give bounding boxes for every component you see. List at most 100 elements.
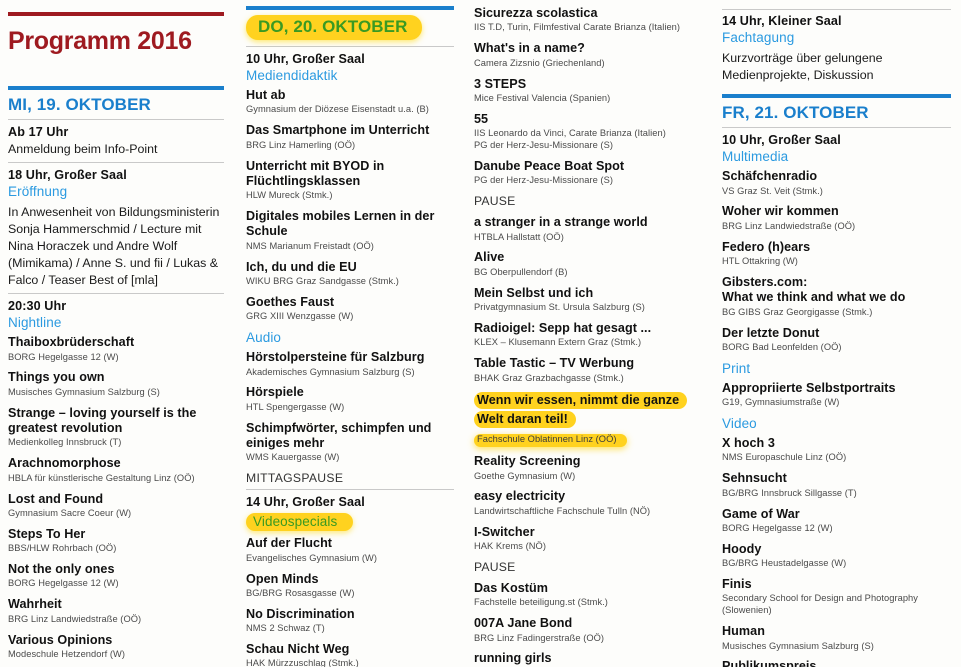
slot-paragraph: Anmeldung beim Info-Point (8, 141, 158, 156)
slot-paragraph: In Anwesenheit von Bildungsministerin So… (8, 204, 220, 288)
entry-title: Das Smartphone im Unterricht (246, 123, 430, 138)
entry-title: easy electricity (474, 489, 566, 504)
pause-note: PAUSE (474, 559, 516, 574)
list-item[interactable]: Thaiboxbrüderschaft BORG Hegelgasse 12 (… (8, 335, 224, 363)
list-item[interactable]: Human Musisches Gymnasium Salzburg (S) (722, 624, 951, 652)
list-item[interactable]: Lost and Found Gymnasium Sacre Coeur (W) (8, 492, 224, 520)
day-rule-thursday (246, 6, 454, 10)
list-item[interactable]: Hörspiele HTL Spengergasse (W) (246, 385, 454, 413)
entry-school: BRG Linz Landwiedstraße (OÖ) (722, 220, 856, 231)
entry-title: Goethes Faust (246, 294, 335, 309)
entry-school: BG GIBS Graz Georgigasse (Stmk.) (722, 306, 873, 317)
list-item[interactable]: Radioigel: Sepp hat gesagt ... KLEX – Kl… (474, 321, 702, 349)
list-item[interactable]: Woher wir kommen BRG Linz Landwiedstraße… (722, 204, 951, 232)
entry-school: BBS/HLW Rohrbach (OÖ) (8, 543, 117, 554)
list-item[interactable]: Mein Selbst und ich Privatgymnasium St. … (474, 286, 702, 314)
entry-title: X hoch 3 (722, 436, 775, 451)
list-item[interactable]: Sicurezza scolastica IIS T.D, Turin, Fil… (474, 6, 702, 34)
list-item[interactable]: Reality Screening Goethe Gymnasium (W) (474, 454, 702, 482)
entry-school: HLW Mureck (Stmk.) (246, 190, 333, 201)
list-item[interactable]: Danube Peace Boat Spot PG der Herz-Jesu-… (474, 159, 702, 187)
list-item[interactable]: 55 IIS Leonardo da Vinci, Carate Brianza… (474, 112, 702, 152)
entry-school: BHAK Graz Grazbachgasse (Stmk.) (474, 372, 624, 383)
entry-title: Auf der Flucht (246, 536, 333, 551)
entry-title: Der letzte Donut (722, 325, 820, 340)
entry-title: Gibsters.com: What we think and what we … (722, 274, 906, 305)
list-item[interactable]: Arachnomorphose HBLA für künstlerische G… (8, 456, 224, 484)
entry-title: Schimpfwörter, schimpfen und einiges meh… (246, 420, 432, 451)
list-item[interactable]: easy electricity Landwirtschaftliche Fac… (474, 489, 702, 517)
list-item[interactable]: Auf der Flucht Evangelisches Gymnasium (… (246, 536, 454, 564)
entry-title: Human (722, 624, 765, 639)
list-item[interactable]: Things you own Musisches Gymnasium Salzb… (8, 370, 224, 398)
list-item[interactable]: Alive BG Oberpullendorf (B) (474, 250, 702, 278)
entry-school: BORG Bad Leonfelden (OÖ) (722, 341, 842, 352)
list-item[interactable]: Sehnsucht BG/BRG Innsbruck Sillgasse (T) (722, 471, 951, 499)
list-item[interactable]: 007A Jane Bond BRG Linz Fadingerstraße (… (474, 616, 702, 644)
entry-school: BG/BRG Innsbruck Sillgasse (T) (722, 487, 857, 498)
entry-school: Modeschule Hetzendorf (W) (8, 648, 125, 659)
list-item-highlighted[interactable]: Wenn wir essen, nimmt die ganze Welt dar… (474, 391, 702, 448)
list-item[interactable]: Game of War BORG Hegelgasse 12 (W) (722, 507, 951, 535)
list-item[interactable]: 3 STEPS Mice Festival Valencia (Spanien) (474, 77, 702, 105)
divider (722, 127, 951, 129)
list-item[interactable]: Steps To Her BBS/HLW Rohrbach (OÖ) (8, 527, 224, 555)
list-item[interactable]: Unterricht mit BYOD in Flüchtlingsklasse… (246, 159, 454, 203)
entry-school: HTL Ottakring (W) (722, 256, 798, 267)
list-item[interactable]: Goethes Faust GRG XIII Wenzgasse (W) (246, 295, 454, 323)
entry-title: Reality Screening (474, 454, 581, 469)
list-item[interactable]: Das Kostüm Fachstelle beteiligung.st (St… (474, 581, 702, 609)
list-item[interactable]: Various Opinions Modeschule Hetzendorf (… (8, 633, 224, 661)
list-item[interactable]: Appropriierte Selbstportraits G19, Gymna… (722, 381, 951, 409)
entry-school: HAK Krems (NÖ) (474, 541, 546, 552)
entry-school: BRG Linz Landwiedstraße (OÖ) (8, 613, 142, 624)
entry-title: Digitales mobiles Lernen in der Schule (246, 209, 435, 239)
entry-title: Steps To Her (8, 526, 86, 541)
list-item[interactable]: Schau Nicht Weg HAK Mürzzuschlag (Stmk.) (246, 642, 454, 667)
list-item[interactable]: Hoody BG/BRG Heustadelgasse (W) (722, 542, 951, 570)
list-item[interactable]: Der letzte Donut BORG Bad Leonfelden (OÖ… (722, 326, 951, 354)
list-item[interactable]: What's in a name? Camera Zizsnio (Griech… (474, 41, 702, 69)
entry-title: Game of War (722, 506, 800, 521)
list-item[interactable]: Wahrheit BRG Linz Landwiedstraße (OÖ) (8, 597, 224, 625)
slot-time: 14 Uhr, Großer Saal (246, 495, 365, 510)
entry-school: Akademisches Gymnasium Salzburg (S) (246, 366, 415, 377)
list-item[interactable]: Hut ab Gymnasium der Diözese Eisenstadt … (246, 88, 454, 116)
entry-school: Camera Zizsnio (Griechenland) (474, 57, 605, 68)
list-item[interactable]: Ich, du und die EU WIKU BRG Graz Sandgas… (246, 260, 454, 288)
list-item[interactable]: Finis Secondary School for Design and Ph… (722, 577, 951, 617)
category-label: Eröffnung (8, 183, 68, 199)
entry-title: a stranger in a strange world (474, 215, 648, 230)
list-item[interactable]: X hoch 3 NMS Europaschule Linz (OÖ) (722, 436, 951, 464)
list-item[interactable]: No Discrimination NMS 2 Schwaz (T) (246, 607, 454, 635)
list-item[interactable]: running girls WMS Loquaiplatz (W) (474, 651, 702, 667)
list-item[interactable]: Strange – loving yourself is the greates… (8, 406, 224, 450)
entry-title: Strange – loving yourself is the greates… (8, 405, 197, 436)
list-item[interactable]: a stranger in a strange world HTBLA Hall… (474, 215, 702, 243)
list-item[interactable]: I-Switcher HAK Krems (NÖ) (474, 525, 702, 553)
list-item[interactable]: Schimpfwörter, schimpfen und einiges meh… (246, 421, 454, 465)
entry-title: Open Minds (246, 571, 319, 586)
list-item[interactable]: Table Tastic – TV Werbung BHAK Graz Graz… (474, 356, 702, 384)
list-item[interactable]: Publikumspreis wird aus den „Videospecia… (722, 659, 951, 667)
list-item[interactable]: Not the only ones BORG Hegelgasse 12 (W) (8, 562, 224, 590)
entry-title: Not the only ones (8, 562, 115, 577)
category-label: Fachtagung (722, 30, 795, 45)
brand-rule (8, 12, 224, 16)
list-item[interactable]: Open Minds BG/BRG Rosasgasse (W) (246, 572, 454, 600)
list-item[interactable]: Gibsters.com: What we think and what we … (722, 275, 951, 319)
entry-school: NMS 2 Schwaz (T) (246, 623, 325, 634)
day-heading-thursday: DO, 20. OKTOBER (246, 15, 422, 40)
entry-title: running girls (474, 651, 552, 666)
list-item[interactable]: Hörstolpersteine für Salzburg Akademisch… (246, 350, 454, 378)
list-item[interactable]: Das Smartphone im Unterricht BRG Linz Ha… (246, 123, 454, 151)
list-item[interactable]: Federo (h)ears HTL Ottakring (W) (722, 240, 951, 268)
entry-title: Various Opinions (8, 632, 113, 647)
entry-title: Hut ab (246, 88, 286, 102)
list-item[interactable]: Digitales mobiles Lernen in der Schule N… (246, 209, 454, 253)
page-title: Programm 2016 (8, 27, 192, 55)
column-wednesday: Programm 2016 MI, 19. OKTOBER Ab 17 Uhr … (0, 6, 240, 667)
list-item[interactable]: Schäfchenradio VS Graz St. Veit (Stmk.) (722, 169, 951, 197)
